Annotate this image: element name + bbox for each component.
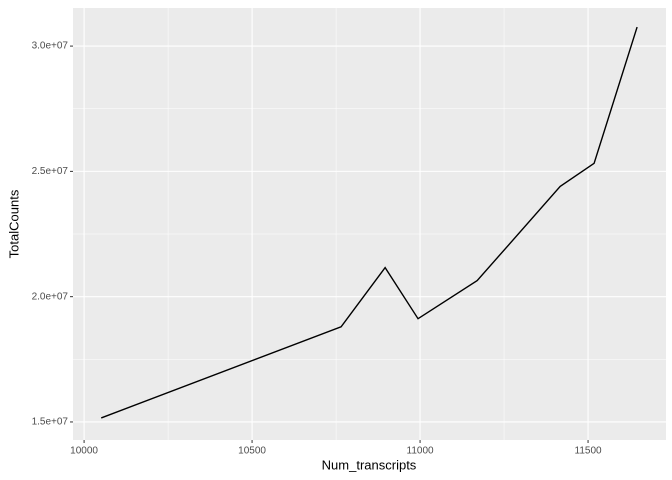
panel [73,8,666,440]
x-axis-title: Num_transcripts [322,457,417,472]
line [100,26,638,419]
x-tick-label: 11500 [575,446,603,457]
y-tick-label: 2.5e+07 [32,166,69,177]
y-tick-label: 1.5e+07 [32,417,69,428]
y-axis-title: TotalCounts [6,189,21,258]
y-tick-label: 2.0e+07 [32,291,69,302]
x-tick-label: 10000 [70,446,98,457]
x-tick-label: 11000 [407,446,435,457]
x-tick-label: 10500 [238,446,266,457]
y-tick-label: 3.0e+07 [32,41,69,52]
